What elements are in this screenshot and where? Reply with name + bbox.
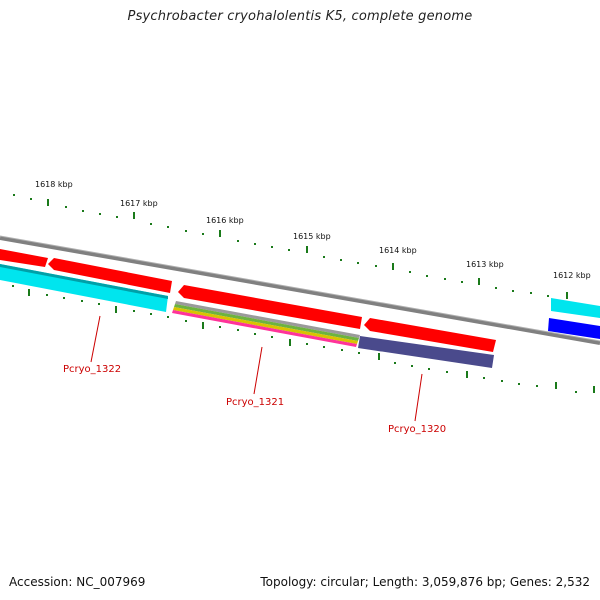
label-leaders <box>90 315 423 422</box>
map-title: Psychrobacter cryohalolentis K5, complet… <box>127 9 473 24</box>
accession-text: Accession: NC_007969 <box>9 575 146 589</box>
tick-label: 1612 kbp <box>553 271 591 280</box>
tick-label: 1614 kbp <box>379 246 417 255</box>
topology-summary: Topology: circular; Length: 3,059,876 bp… <box>260 575 590 589</box>
tick-label: 1617 kbp <box>120 199 158 208</box>
cds-arrow <box>364 318 496 352</box>
outer-tick-row <box>13 194 568 299</box>
genome-backbone <box>0 236 600 345</box>
gene-label-pcryo-1320: Pcryo_1320 <box>388 424 446 435</box>
reverse-strand-genes <box>0 264 600 368</box>
gene-label-pcryo-1321: Pcryo_1321 <box>226 397 284 408</box>
cyan-feature-right <box>551 298 600 318</box>
gene-label-pcryo-1322: Pcryo_1322 <box>63 364 121 375</box>
cds-arrow <box>48 258 172 293</box>
blue-feature <box>548 318 600 339</box>
purple-feature <box>358 336 494 368</box>
tick-label: 1615 kbp <box>293 232 331 241</box>
cyan-feature <box>0 264 168 312</box>
cds-arrow <box>0 249 48 267</box>
tick-label: 1613 kbp <box>466 260 504 269</box>
tick-label: 1616 kbp <box>206 216 244 225</box>
inner-tick-row <box>12 285 595 393</box>
forward-strand-genes <box>0 249 496 352</box>
tick-labels: 1618 kbp 1617 kbp 1616 kbp 1615 kbp 1614… <box>35 180 591 280</box>
rrna-stripes <box>175 301 360 338</box>
gene-labels: Pcryo_1322 Pcryo_1321 Pcryo_1320 <box>63 364 446 435</box>
cds-arrow <box>178 285 362 329</box>
tick-label: 1618 kbp <box>35 180 73 189</box>
